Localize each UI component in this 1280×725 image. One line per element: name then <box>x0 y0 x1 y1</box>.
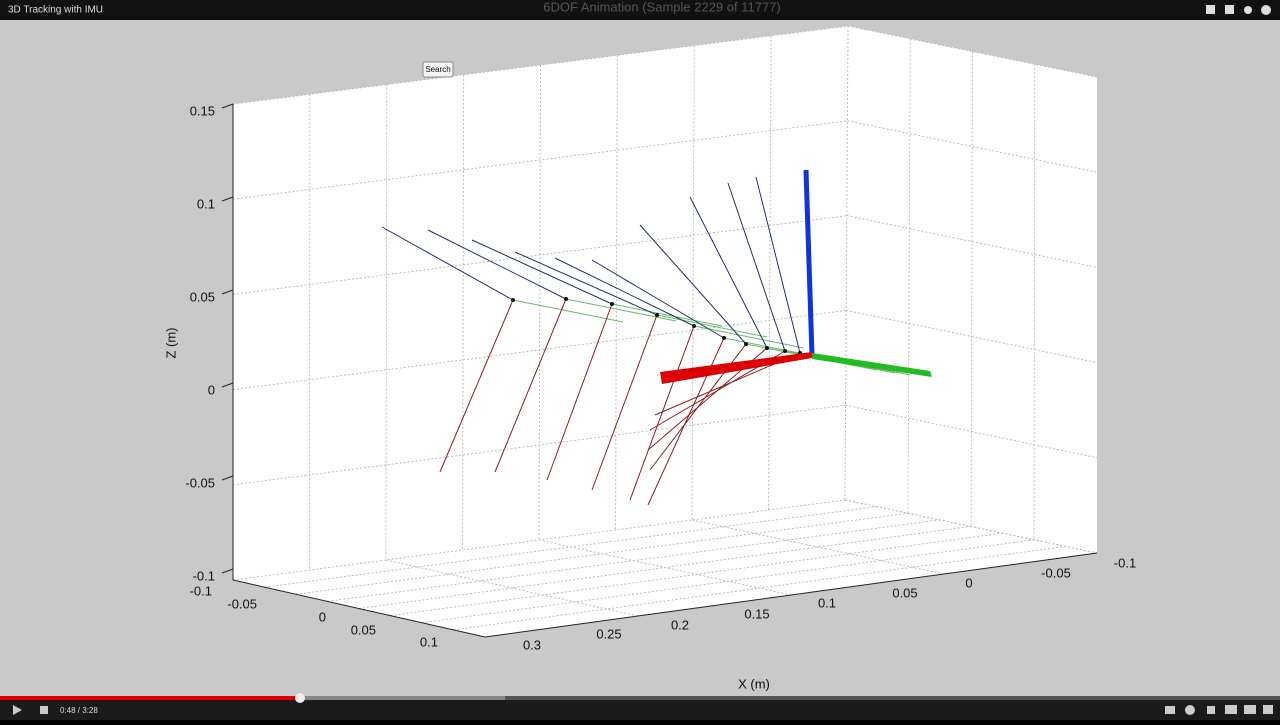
dislike-icon[interactable] <box>1225 5 1234 14</box>
video-title[interactable]: 3D Tracking with IMU <box>8 5 103 16</box>
trail-point <box>564 297 568 301</box>
y-tick-label: 0.05 <box>351 622 376 637</box>
buffer-bar <box>300 696 505 700</box>
x-tick-label: 0.05 <box>892 585 917 600</box>
search-button-label[interactable]: Search <box>425 65 450 74</box>
z-tick-label: 0.1 <box>197 196 215 211</box>
volume-button[interactable] <box>40 706 48 714</box>
z-axis-label: Z (m) <box>163 327 178 358</box>
x-tick-label: 0 <box>965 575 972 590</box>
z-tick-label: -0.1 <box>193 568 215 583</box>
y-tick-label: 0.1 <box>420 634 438 649</box>
z-tick-label: 0.05 <box>190 289 215 304</box>
miniplayer-button[interactable] <box>1225 705 1237 714</box>
plot-title: 6DOF Animation (Sample 2229 of 11777) <box>543 0 781 14</box>
captions-button[interactable] <box>1165 706 1175 714</box>
trail-point <box>744 342 748 346</box>
x-axis-label: X (m) <box>738 676 770 691</box>
progress-handle[interactable] <box>295 693 305 703</box>
theater-button[interactable] <box>1244 705 1256 714</box>
x-tick-label: 0.2 <box>671 617 689 632</box>
trail-point <box>655 313 659 317</box>
x-tick-label: -0.1 <box>1114 555 1136 570</box>
time-display: 0:48 / 3:28 <box>60 706 98 715</box>
trail-point <box>722 336 726 340</box>
settings-button[interactable] <box>1185 705 1195 715</box>
y-tick-label: 0 <box>319 609 326 624</box>
trail-point <box>765 346 769 350</box>
trail-point <box>692 324 696 328</box>
share-icon[interactable] <box>1244 6 1252 14</box>
x-tick-label: 0.3 <box>523 637 541 652</box>
progress-played <box>0 696 300 700</box>
x-tick-label: -0.05 <box>1041 565 1071 580</box>
watch-later-button[interactable] <box>1207 706 1215 714</box>
z-tick-label: 0 <box>208 382 215 397</box>
x-tick-label: 0.15 <box>744 606 769 621</box>
x-tick-label: 0.25 <box>596 626 621 641</box>
trail-point <box>783 349 787 353</box>
z-tick-label: -0.05 <box>185 475 215 490</box>
trail-point <box>610 302 614 306</box>
trail-point <box>511 298 515 302</box>
y-tick-label: -0.05 <box>227 596 257 611</box>
like-icon[interactable] <box>1206 5 1215 14</box>
x-tick-label: 0.1 <box>818 595 836 610</box>
z-tick-label: 0.15 <box>190 103 215 118</box>
y-tick-label: -0.1 <box>190 583 212 598</box>
fullscreen-button[interactable] <box>1263 705 1273 714</box>
info-icon[interactable] <box>1261 5 1271 15</box>
